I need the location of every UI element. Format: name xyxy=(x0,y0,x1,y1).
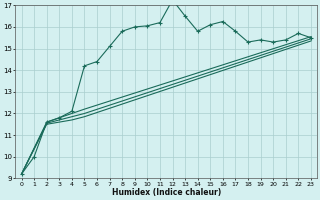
X-axis label: Humidex (Indice chaleur): Humidex (Indice chaleur) xyxy=(112,188,221,197)
